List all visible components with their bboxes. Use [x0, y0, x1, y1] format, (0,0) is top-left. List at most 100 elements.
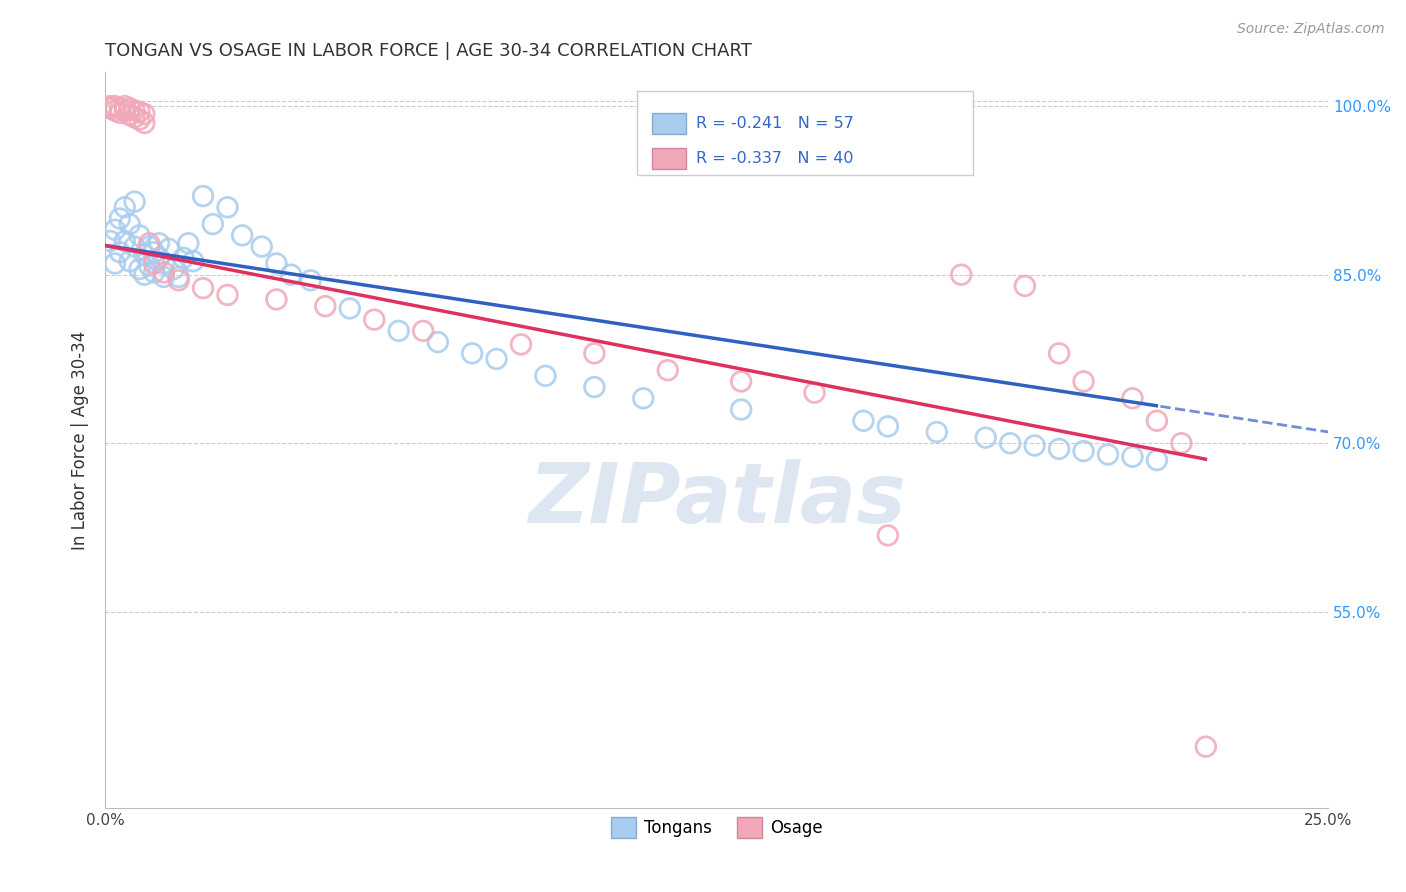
Point — [998, 436, 1021, 450]
Point — [412, 324, 434, 338]
Point — [266, 293, 288, 307]
Point — [153, 256, 176, 270]
Point — [803, 385, 825, 400]
Point — [114, 234, 136, 248]
Point — [191, 189, 214, 203]
Point — [128, 228, 150, 243]
Point — [339, 301, 361, 316]
Text: R = -0.241   N = 57: R = -0.241 N = 57 — [696, 116, 853, 131]
Point — [730, 402, 752, 417]
Point — [1170, 436, 1192, 450]
Point — [138, 236, 160, 251]
Text: R = -0.337   N = 40: R = -0.337 N = 40 — [696, 151, 853, 166]
Point — [134, 268, 156, 282]
Point — [124, 103, 146, 118]
Point — [143, 265, 166, 279]
Text: ZIPatlas: ZIPatlas — [527, 458, 905, 540]
Point — [98, 99, 121, 113]
Point — [299, 273, 322, 287]
Bar — [652, 148, 686, 169]
Point — [118, 217, 141, 231]
Point — [730, 375, 752, 389]
Point — [138, 259, 160, 273]
Point — [128, 112, 150, 127]
Point — [974, 431, 997, 445]
Point — [461, 346, 484, 360]
Point — [217, 200, 239, 214]
Point — [143, 245, 166, 260]
Point — [167, 273, 190, 287]
Point — [104, 103, 127, 118]
Point — [104, 99, 127, 113]
Point — [143, 256, 166, 270]
Point — [217, 288, 239, 302]
Point — [128, 262, 150, 277]
Point — [231, 228, 253, 243]
Point — [124, 111, 146, 125]
Point — [128, 104, 150, 119]
Point — [583, 346, 606, 360]
Point — [104, 256, 127, 270]
FancyBboxPatch shape — [637, 91, 973, 176]
Point — [134, 247, 156, 261]
Point — [485, 351, 508, 366]
Point — [280, 268, 302, 282]
Point — [108, 245, 131, 260]
Point — [191, 281, 214, 295]
Point — [250, 239, 273, 253]
Point — [153, 265, 176, 279]
Point — [657, 363, 679, 377]
Point — [388, 324, 411, 338]
Point — [167, 269, 190, 284]
Point — [124, 239, 146, 253]
Point — [1073, 375, 1095, 389]
Point — [583, 380, 606, 394]
Point — [510, 337, 533, 351]
Point — [1024, 438, 1046, 452]
Point — [138, 239, 160, 253]
Point — [114, 99, 136, 113]
Point — [925, 425, 948, 439]
Point — [148, 236, 170, 251]
Point — [118, 102, 141, 116]
Point — [118, 254, 141, 268]
Point — [633, 392, 655, 406]
Point — [1121, 392, 1143, 406]
Y-axis label: In Labor Force | Age 30-34: In Labor Force | Age 30-34 — [72, 331, 89, 550]
Point — [124, 194, 146, 209]
Point — [876, 419, 898, 434]
Point — [266, 256, 288, 270]
Point — [177, 236, 200, 251]
Text: Source: ZipAtlas.com: Source: ZipAtlas.com — [1237, 22, 1385, 37]
Point — [1014, 279, 1036, 293]
Point — [157, 242, 180, 256]
Text: TONGAN VS OSAGE IN LABOR FORCE | AGE 30-34 CORRELATION CHART: TONGAN VS OSAGE IN LABOR FORCE | AGE 30-… — [105, 42, 752, 60]
Point — [114, 200, 136, 214]
Point — [108, 102, 131, 116]
Point — [1097, 448, 1119, 462]
Point — [148, 251, 170, 265]
Point — [876, 528, 898, 542]
Point — [108, 106, 131, 120]
Point — [163, 262, 186, 277]
Point — [363, 312, 385, 326]
Point — [134, 116, 156, 130]
Point — [1195, 739, 1218, 754]
Point — [1047, 346, 1070, 360]
Point — [950, 268, 973, 282]
Legend: Tongans, Osage: Tongans, Osage — [605, 811, 830, 844]
Bar — [652, 113, 686, 134]
Point — [426, 335, 449, 350]
Point — [98, 234, 121, 248]
Point — [118, 108, 141, 122]
Point — [114, 103, 136, 118]
Point — [1047, 442, 1070, 456]
Point — [1073, 444, 1095, 458]
Point — [201, 217, 224, 231]
Point — [172, 251, 194, 265]
Point — [852, 414, 875, 428]
Point — [153, 269, 176, 284]
Point — [181, 254, 204, 268]
Point — [134, 107, 156, 121]
Point — [1146, 453, 1168, 467]
